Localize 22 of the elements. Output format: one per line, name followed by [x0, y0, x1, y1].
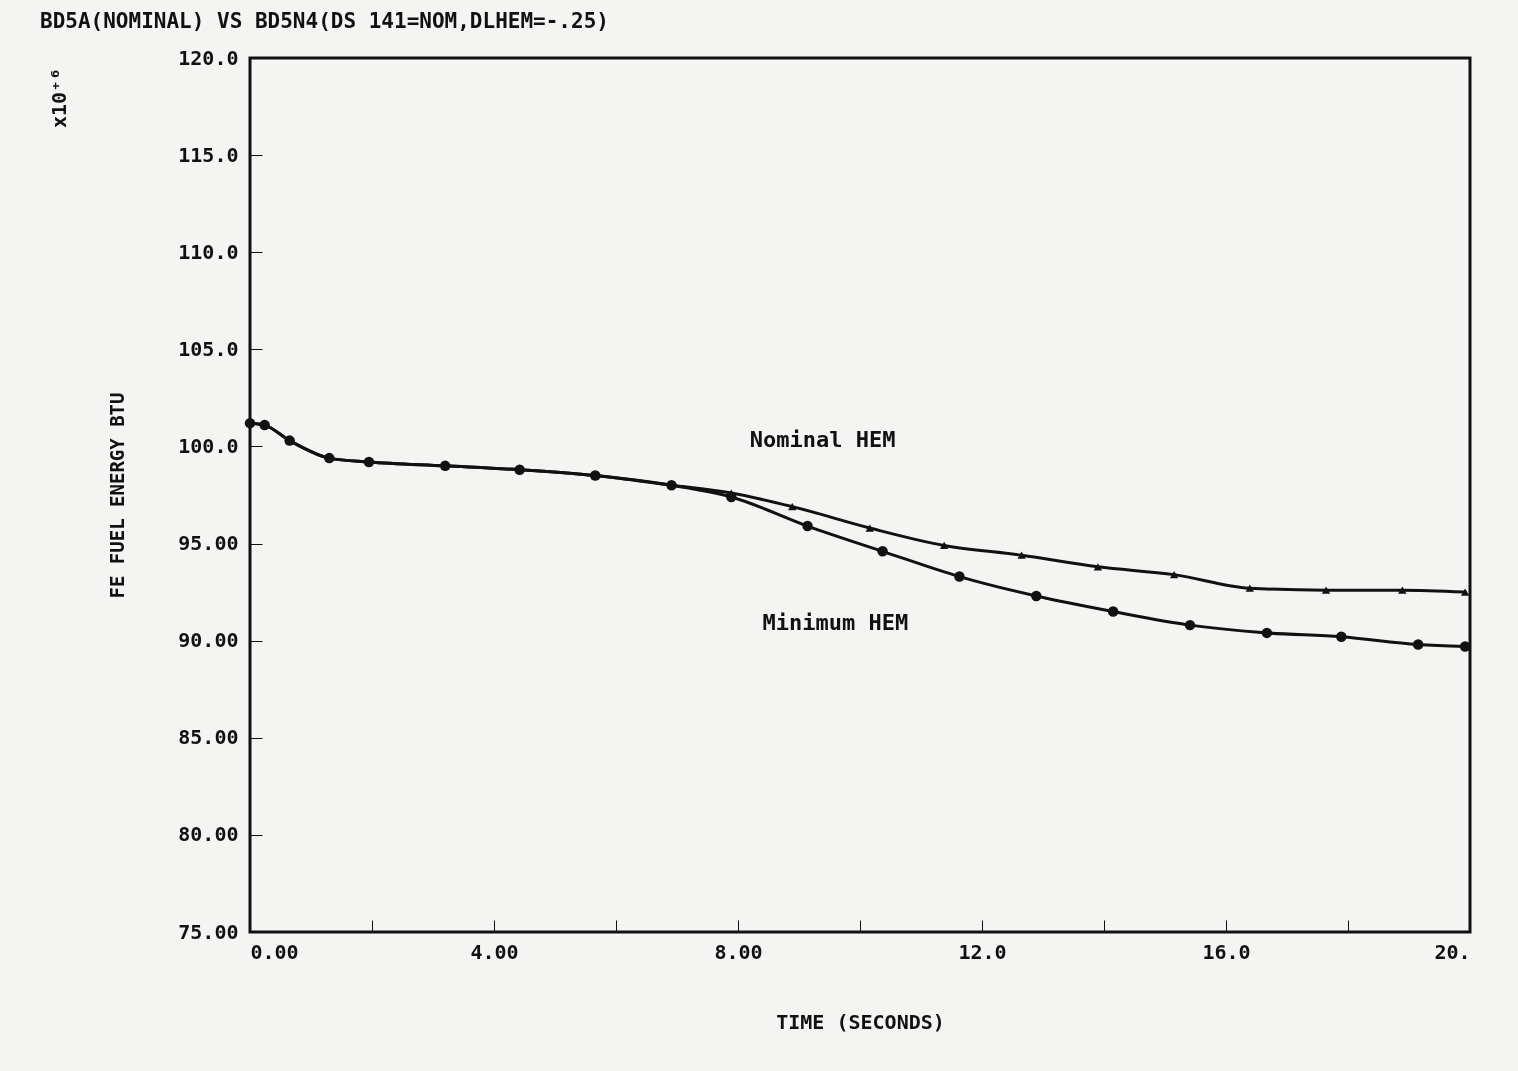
x-tick-label: 12.0 [958, 939, 1007, 964]
x-tick-label: 8.00 [714, 939, 763, 964]
y-tick-label: 85.00 [178, 725, 239, 750]
y-tick-label: 110.0 [178, 239, 239, 264]
x-axis-title: TIME (SECONDS) [776, 1009, 945, 1034]
y-axis-title: FE FUEL ENERGY BTU [106, 392, 129, 599]
text: Minimum HEM [762, 610, 909, 636]
chart-title: BD5A(NOMINAL) VS BD5N4(DS 141=NOM,DLHEM=-.25) [40, 9, 609, 33]
y-tick-label: 75.00 [178, 919, 239, 944]
y-tick-label: 95.00 [178, 531, 239, 556]
x-tick-label: 0.00 [250, 939, 299, 964]
y-tick-label: 115.0 [178, 142, 239, 167]
x-tick-label: 4.00 [470, 939, 519, 964]
y-tick-label: 105.0 [178, 336, 239, 361]
text: x10⁺⁶ [47, 67, 71, 129]
series-label: Nominal HEM [749, 427, 896, 453]
y-tick-label: 80.00 [178, 822, 239, 847]
y-tick-label: 90.00 [178, 628, 239, 653]
x-tick-label: 16.0 [1202, 939, 1251, 964]
x-tick-label: 20. [1434, 939, 1471, 964]
y-tick-label: 120.0 [178, 45, 239, 70]
y-tick-label: 100.0 [178, 433, 239, 458]
